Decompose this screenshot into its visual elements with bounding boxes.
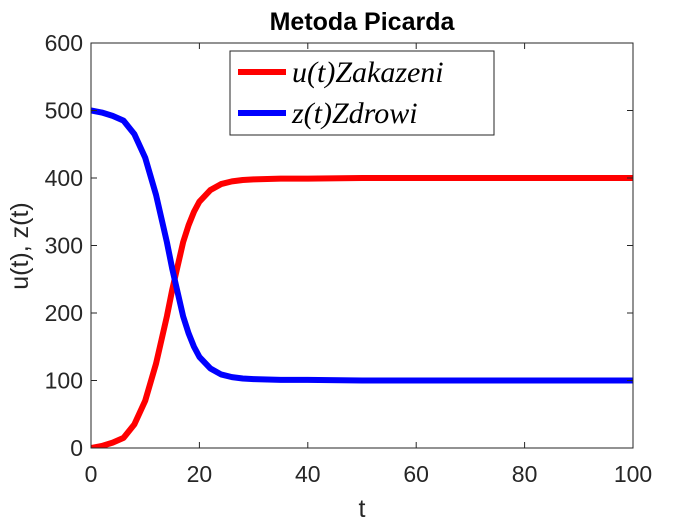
plot-area: 0 20 40 60 80 100 0 100 200 300 400 500 600: [45, 30, 653, 487]
legend-label-1: u(t)Zakazeni: [292, 56, 444, 89]
x-tick-label: 60: [403, 461, 429, 487]
y-tick-label: 100: [45, 368, 83, 394]
y-tick-label: 500: [45, 98, 83, 124]
x-axis-label: t: [359, 495, 366, 523]
chart-title: Metoda Picarda: [270, 8, 456, 36]
y-tick-label: 600: [45, 30, 83, 56]
legend: u(t)Zakazeni z(t)Zdrowi: [229, 50, 495, 136]
x-tick-label: 100: [614, 461, 652, 487]
legend-label-2: z(t)Zdrowi: [291, 97, 418, 130]
x-tick-label: 40: [295, 461, 321, 487]
series-group: [91, 107, 633, 448]
y-tick-label: 200: [45, 300, 83, 326]
y-tick-label: 400: [45, 165, 83, 191]
x-tick-label: 0: [85, 461, 98, 487]
y-tick-label: 300: [45, 233, 83, 259]
x-tick-label: 20: [187, 461, 213, 487]
y-axis-label: u(t), z(t): [6, 202, 34, 290]
series-line-2: [91, 107, 633, 384]
legend-box: [229, 50, 495, 136]
y-tick-label: 0: [70, 435, 83, 461]
x-tick-label: 80: [512, 461, 538, 487]
series-line-1: [91, 175, 633, 448]
